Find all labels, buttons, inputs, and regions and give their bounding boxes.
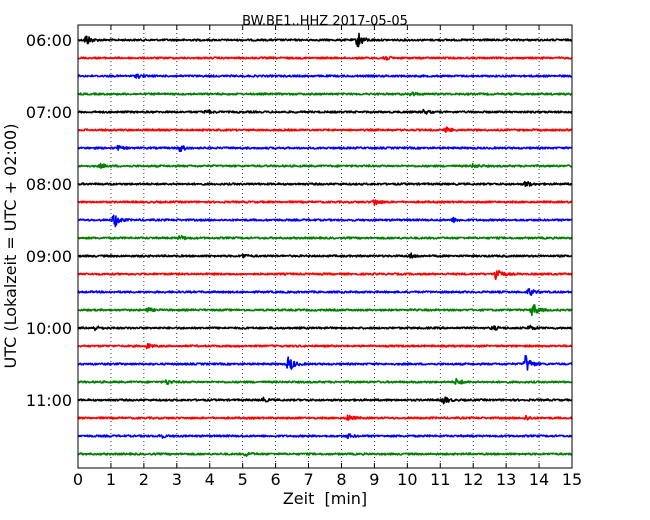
x-tick-label: 8 [336,470,346,489]
y-axis-label: UTC (Lokalzeit = UTC + 02:00) [1,124,20,369]
grid-lines [110,25,540,468]
y-tick-label: 09:00 [26,247,72,266]
seismic-trace-9 [77,180,573,187]
seismic-trace-24 [77,451,573,458]
x-tick-label: 11 [430,470,450,489]
y-tick-label: 10:00 [26,319,72,338]
seismic-trace-23 [77,433,573,440]
x-axis-label: Zeit [min] [283,489,367,508]
seismic-trace-21 [77,396,573,405]
x-tick-label: 7 [303,470,313,489]
x-tick-label: 1 [106,470,116,489]
y-tick-label: 06:00 [26,31,72,50]
x-tick-label: 3 [172,470,182,489]
x-tick-label: 10 [397,470,417,489]
x-tick-label: 14 [529,470,549,489]
x-tick-label: 6 [271,470,281,489]
seismic-trace-11 [77,214,573,228]
seismic-trace-6 [77,126,573,133]
chart-title: BW.BE1..HHZ 2017-05-05 [242,14,408,29]
seismic-trace-20 [77,377,573,386]
x-tick-label: 2 [139,470,149,489]
seismic-trace-19 [77,354,573,371]
seismic-trace-13 [77,252,573,259]
seismic-trace-5 [77,108,573,115]
seismic-trace-16 [77,304,573,317]
x-tick-label: 15 [562,470,582,489]
x-tick-labels: 0 1 2 3 4 5 6 7 8 9 10 11 12 13 14 15 [73,470,582,489]
seismic-trace-15 [77,287,573,297]
x-tick-label: 13 [496,470,516,489]
y-tick-label: 07:00 [26,103,72,122]
x-tick-label: 9 [369,470,379,489]
x-tick-label: 4 [205,470,215,489]
y-tick-label: 08:00 [26,175,72,194]
x-tick-label: 0 [73,470,83,489]
seismic-trace-4 [77,91,573,97]
seismic-trace-1 [77,32,573,48]
seismic-trace-3 [77,73,573,79]
x-tick-label: 5 [238,470,248,489]
seismic-trace-7 [77,144,573,153]
seismic-traces [77,32,573,458]
y-tick-label: 11:00 [26,391,72,410]
y-tick-labels: 06:00 07:00 08:00 09:00 10:00 11:00 [26,31,72,410]
seismic-trace-14 [77,269,573,281]
seismic-trace-12 [77,235,573,241]
seismic-trace-17 [77,324,573,332]
seismic-trace-22 [77,414,573,421]
axis-ticks [77,25,573,468]
x-tick-label: 12 [463,470,483,489]
seismic-trace-10 [77,199,573,207]
seismic-trace-2 [77,55,573,61]
plot-frame [77,24,573,469]
seismic-trace-18 [77,342,573,350]
seismic-trace-8 [77,162,573,170]
